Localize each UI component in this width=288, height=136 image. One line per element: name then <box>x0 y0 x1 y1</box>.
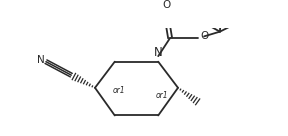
Text: or1: or1 <box>156 91 168 100</box>
Text: O: O <box>162 0 170 10</box>
Text: N: N <box>37 55 45 65</box>
Text: or1: or1 <box>112 86 125 95</box>
Text: O: O <box>200 31 209 41</box>
Text: N: N <box>154 46 163 58</box>
